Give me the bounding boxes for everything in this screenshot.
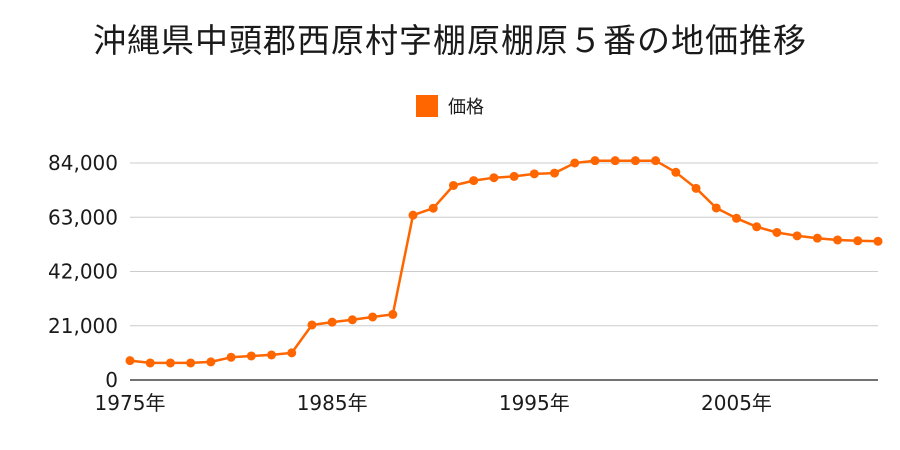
- data-point: [287, 348, 297, 358]
- data-point: [125, 356, 135, 366]
- data-point: [428, 203, 438, 213]
- y-tick-label: 0: [105, 368, 118, 392]
- data-point: [448, 180, 458, 190]
- x-tick-label: 1985年: [297, 391, 368, 415]
- data-point: [388, 309, 398, 319]
- x-tick-label: 1995年: [499, 391, 570, 415]
- data-point: [368, 312, 378, 322]
- data-point: [610, 156, 620, 166]
- data-point: [711, 203, 721, 213]
- data-point: [853, 236, 863, 246]
- x-tick-label: 2005年: [701, 391, 772, 415]
- data-point: [145, 358, 155, 368]
- data-point: [671, 167, 681, 177]
- data-point: [489, 173, 499, 183]
- data-point: [469, 176, 479, 186]
- data-point: [165, 358, 175, 368]
- x-tick-label: 1975年: [95, 391, 166, 415]
- data-point: [570, 158, 580, 168]
- data-point: [347, 315, 357, 325]
- data-point: [590, 156, 600, 166]
- data-point: [408, 210, 418, 220]
- data-point: [873, 236, 883, 246]
- data-point: [509, 171, 519, 181]
- data-point: [206, 357, 216, 367]
- data-point: [792, 231, 802, 241]
- y-tick-label: 63,000: [48, 205, 118, 229]
- data-point: [691, 183, 701, 193]
- data-point: [327, 317, 337, 327]
- data-point: [307, 320, 317, 330]
- chart-title: 沖縄県中頭郡西原村字棚原棚原５番の地価推移: [93, 21, 807, 60]
- data-point: [651, 156, 661, 166]
- y-tick-label: 84,000: [48, 151, 118, 175]
- data-point: [812, 233, 822, 243]
- data-point: [246, 351, 256, 361]
- data-point: [267, 350, 277, 360]
- legend-swatch: [416, 95, 438, 117]
- y-tick-label: 42,000: [48, 260, 118, 284]
- data-point: [226, 352, 236, 362]
- data-point: [630, 156, 640, 166]
- legend: 価格: [0, 93, 900, 119]
- y-tick-label: 21,000: [48, 314, 118, 338]
- data-point: [772, 227, 782, 237]
- data-point: [752, 222, 762, 232]
- series-line: [129, 159, 879, 365]
- data-point: [550, 168, 560, 178]
- data-point: [833, 235, 843, 245]
- data-point: [186, 358, 196, 368]
- data-point: [731, 213, 741, 223]
- data-point: [529, 169, 539, 179]
- legend-label: 価格: [448, 97, 484, 118]
